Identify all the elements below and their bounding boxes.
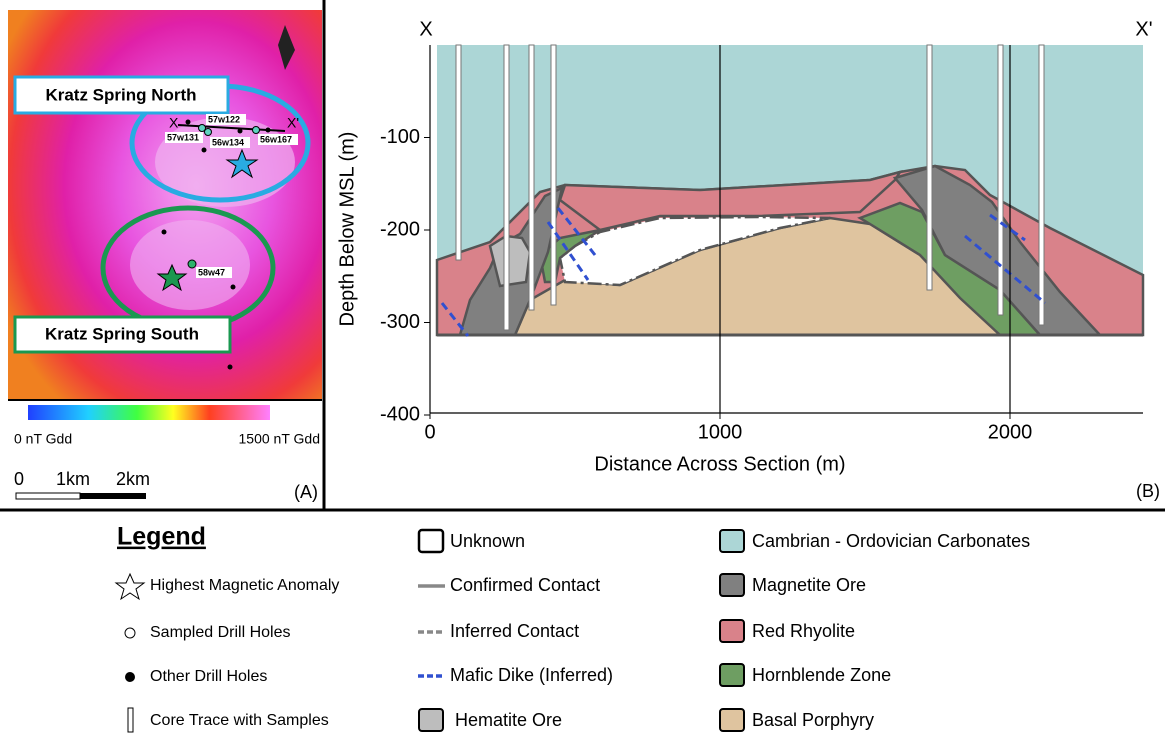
y-tick-label: -100 — [380, 126, 420, 148]
section-end: X' — [287, 115, 299, 131]
x-tick-label: 2000 — [988, 421, 1033, 443]
scale-bar — [16, 493, 80, 499]
scale-label: 2km — [116, 469, 150, 489]
x-tick-label: 1000 — [698, 421, 743, 443]
legend-item: Sampled Drill Holes — [150, 624, 291, 641]
y-tick-label: -400 — [380, 403, 420, 425]
x-tick-label: 0 — [424, 421, 435, 443]
legend-item: Cambrian - Ordovician Carbonates — [752, 531, 1030, 551]
drill-label: 56w167 — [260, 134, 292, 144]
legend-item: Unknown — [450, 531, 525, 551]
legend-swatches — [720, 530, 744, 731]
legend-left: Highest Magnetic Anomaly Sampled Drill H… — [150, 577, 339, 729]
legend-item: Other Drill Holes — [150, 668, 267, 685]
legend-item: Core Trace with Samples — [150, 712, 329, 729]
legend-item: Confirmed Contact — [450, 575, 600, 595]
icon — [116, 574, 144, 599]
colorbar-max: 1500 nT Gdd — [239, 431, 320, 447]
legend-middle: Unknown Confirmed Contact Inferred Conta… — [450, 531, 613, 730]
legend-item: Mafic Dike (Inferred) — [450, 665, 613, 685]
y-tick-label: -300 — [380, 311, 420, 333]
north-label: Kratz Spring North — [45, 85, 196, 104]
legend-item: Hornblende Zone — [752, 665, 891, 685]
icon — [419, 530, 443, 552]
colorbar-min: 0 nT Gdd — [14, 431, 72, 447]
colorbar — [28, 405, 270, 420]
cross-section — [437, 45, 1143, 335]
x-axis-label: Distance Across Section (m) — [594, 453, 845, 475]
drill-label: 57w131 — [167, 132, 199, 142]
panel-label: (B) — [1136, 481, 1160, 501]
legend-item: Magnetite Ore — [752, 575, 866, 595]
legend-right: Cambrian - Ordovician Carbonates Magneti… — [752, 531, 1030, 730]
drill-label: 56w134 — [212, 137, 244, 147]
section-end: X — [419, 18, 432, 40]
legend-title: Legend — [117, 523, 206, 551]
icon — [125, 628, 135, 638]
legend-item: Red Rhyolite — [752, 621, 855, 641]
legend-item: Highest Magnetic Anomaly — [150, 577, 339, 594]
scale-label: 1km — [56, 469, 90, 489]
section-end: X' — [1135, 18, 1152, 40]
drill-label: 58w47 — [198, 267, 225, 277]
icon — [419, 709, 443, 731]
legend-item: Basal Porphyry — [752, 710, 874, 730]
scale-bar — [80, 493, 146, 499]
figure: Kratz Spring North Kratz Spring South X … — [0, 0, 1165, 735]
panel-label: (A) — [294, 482, 318, 502]
y-tick-label: -200 — [380, 218, 420, 240]
drill-label: 57w122 — [208, 114, 240, 124]
icon — [128, 708, 133, 732]
scale-label: 0 — [14, 469, 24, 489]
icon — [125, 672, 135, 682]
page: Kratz Spring North Kratz Spring South X … — [0, 0, 1165, 735]
section-end: X — [169, 115, 179, 131]
legend-item: Hematite Ore — [455, 710, 562, 730]
legend-item: Inferred Contact — [450, 621, 579, 641]
y-axis-label: Depth Below MSL (m) — [336, 132, 358, 327]
south-label: Kratz Spring South — [45, 324, 199, 343]
